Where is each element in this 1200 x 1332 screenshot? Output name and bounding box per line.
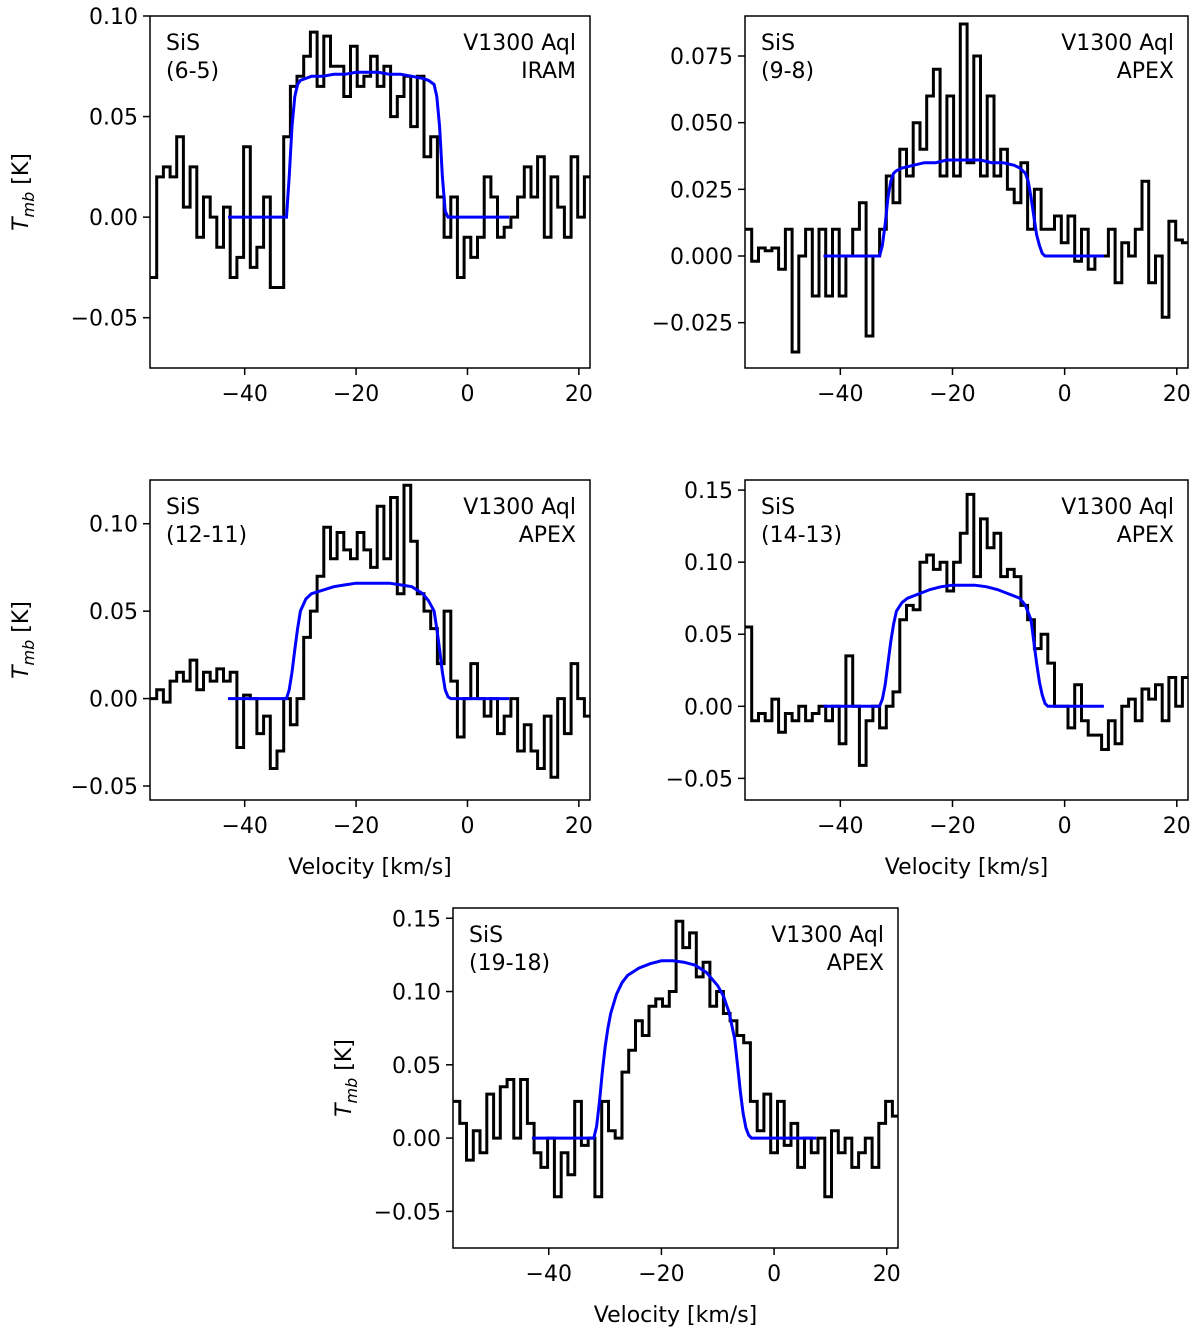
x-tick-label: 0 [1058, 814, 1072, 839]
x-tick-label: −20 [929, 382, 975, 407]
series-model-line [823, 583, 1104, 708]
y-tick-label: 0.10 [684, 551, 733, 576]
x-tick-label: −40 [221, 814, 267, 839]
x-tick-label: 20 [1163, 382, 1191, 407]
x-tick-label: 0 [767, 1262, 781, 1287]
annotation-source: V1300 Aql [463, 495, 576, 520]
x-tick-label: 0 [460, 814, 474, 839]
x-tick-label: −40 [817, 814, 863, 839]
y-tick-label: −0.05 [666, 767, 733, 792]
series-model-line [228, 70, 510, 219]
x-axis-label: Velocity [km/s] [594, 1303, 758, 1328]
panel-top-left: −40 −20 0 20 −0.05 0.00 0.05 0.10 SiS (6-5) V1300 … [9, 5, 593, 407]
y-tick-label: 0.000 [670, 245, 733, 270]
x-tick-label: −20 [638, 1262, 684, 1287]
panel-top-right: −40 −20 0 20 −0.025 0.000 0.025 0.050 0.075 SiS (9… [652, 15, 1191, 407]
annotation-transition: SiS [469, 923, 503, 948]
y-axis-label: Tmb [K] [9, 601, 38, 679]
y-tick-label: −0.05 [71, 775, 138, 800]
annotation-source: APEX [519, 523, 576, 548]
x-tick-label: 20 [873, 1262, 901, 1287]
annotation-transition: (14-13) [761, 523, 842, 548]
annotation-transition: (19-18) [469, 951, 550, 976]
y-axis-label: Tmb [K] [332, 1039, 361, 1117]
x-tick-label: −40 [526, 1262, 572, 1287]
y-tick-label: −0.05 [374, 1200, 441, 1225]
x-tick-label: −40 [817, 382, 863, 407]
annotation-source: V1300 Aql [1061, 495, 1174, 520]
series-observed-line [150, 30, 590, 289]
annotation-source: IRAM [521, 59, 576, 84]
panel-middle-left: −40 −20 0 20 −0.05 0.00 0.05 0.10 SiS (12-11) V130… [9, 479, 593, 880]
plot-frame [744, 15, 1189, 369]
y-tick-label: 0.025 [670, 178, 733, 203]
y-tick-label: 0.10 [392, 981, 441, 1006]
x-tick-label: 20 [565, 814, 593, 839]
y-tick-label: 0.05 [89, 106, 138, 131]
series-model-line [228, 581, 510, 701]
y-tick-label: 0.15 [392, 907, 441, 932]
y-tick-label: 0.050 [670, 112, 733, 137]
y-tick-label: 0.00 [89, 688, 138, 713]
annotation-source: APEX [827, 951, 884, 976]
y-axis-label: Tmb [K] [9, 153, 38, 231]
x-tick-label: −20 [333, 814, 379, 839]
series-model-line [823, 158, 1104, 258]
y-tick-label: −0.025 [652, 312, 733, 337]
x-tick-label: 20 [1163, 814, 1191, 839]
x-axis-label: Velocity [km/s] [885, 855, 1049, 880]
annotation-transition: SiS [761, 495, 795, 520]
y-tick-label: 0.05 [392, 1054, 441, 1079]
y-tick-label: 0.00 [89, 206, 138, 231]
x-tick-label: 0 [1058, 382, 1072, 407]
x-tick-label: −20 [333, 382, 379, 407]
x-tick-label: 20 [565, 382, 593, 407]
series-observed-line [453, 919, 898, 1199]
x-tick-label: −40 [221, 382, 267, 407]
y-tick-label: 0.15 [684, 479, 733, 504]
y-tick-label: 0.00 [684, 695, 733, 720]
plot-frame [149, 15, 591, 369]
annotation-source: APEX [1117, 59, 1174, 84]
y-tick-label: 0.10 [89, 5, 138, 30]
y-tick-label: 0.00 [392, 1127, 441, 1152]
annotation-transition: (6-5) [166, 59, 219, 84]
plot-frame [149, 479, 591, 801]
panel-bottom-center: −40 −20 0 20 −0.05 0.00 0.05 0.10 0.15 SiS (19-18)… [332, 907, 901, 1328]
annotation-transition: (9-8) [761, 59, 814, 84]
annotation-source: V1300 Aql [771, 923, 884, 948]
annotation-source: V1300 Aql [1061, 31, 1174, 56]
plot-frame [744, 479, 1189, 801]
annotation-transition: SiS [761, 31, 795, 56]
annotation-transition: (12-11) [166, 523, 247, 548]
series-observed-line [150, 483, 590, 779]
annotation-transition: SiS [166, 31, 200, 56]
y-tick-label: 0.05 [684, 623, 733, 648]
annotation-source: V1300 Aql [463, 31, 576, 56]
y-tick-label: −0.05 [71, 307, 138, 332]
x-tick-label: 0 [460, 382, 474, 407]
annotation-transition: SiS [166, 495, 200, 520]
series-observed-line [745, 492, 1188, 767]
panel-middle-right: −40 −20 0 20 −0.05 0.00 0.05 0.10 0.15 SiS (14-13)… [666, 479, 1191, 880]
plot-frame [452, 907, 899, 1249]
y-tick-label: 0.075 [670, 45, 733, 70]
series-observed-line [745, 22, 1188, 354]
y-tick-label: 0.05 [89, 600, 138, 625]
annotation-source: APEX [1117, 523, 1174, 548]
series-model-line [531, 959, 817, 1140]
y-tick-label: 0.10 [89, 513, 138, 538]
x-tick-label: −20 [929, 814, 975, 839]
x-axis-label: Velocity [km/s] [288, 855, 452, 880]
